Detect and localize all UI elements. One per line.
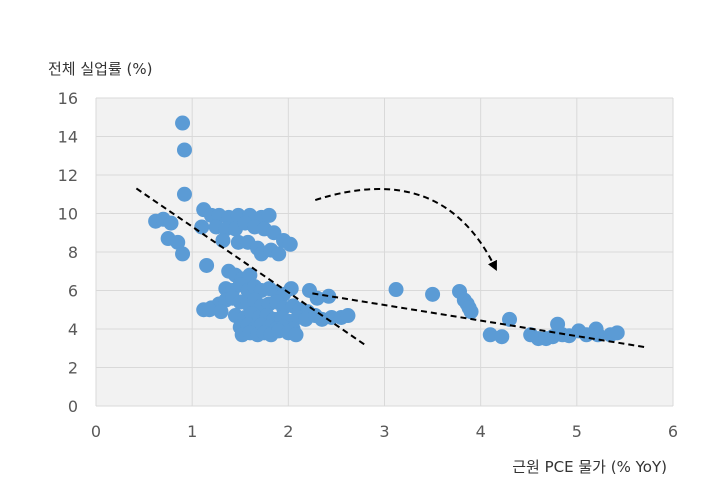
data-point [282, 236, 298, 252]
x-tick-label: 0 [91, 422, 101, 441]
data-point [283, 281, 299, 297]
data-point [194, 219, 210, 235]
data-point [494, 329, 510, 345]
data-point [201, 302, 217, 318]
x-tick-label: 2 [283, 422, 293, 441]
data-point [288, 327, 304, 343]
data-point [176, 186, 192, 202]
data-point [340, 308, 356, 324]
y-tick-label: 2 [68, 359, 78, 378]
data-point [242, 267, 258, 283]
trend-line [135, 187, 368, 348]
data-point [321, 288, 337, 304]
data-point [175, 246, 191, 262]
data-point [176, 142, 192, 158]
x-tick-label: 5 [572, 422, 582, 441]
grid-lines [95, 97, 674, 407]
y-tick-label: 16 [58, 89, 78, 108]
data-point [609, 325, 625, 341]
y-tick-label: 0 [68, 397, 78, 416]
y-axis-title: 전체 실업률 (%) [48, 60, 153, 78]
data-point [425, 286, 441, 302]
data-point [170, 234, 186, 250]
trend-line [312, 292, 647, 349]
x-tick-labels: 0 1 2 3 4 5 6 [91, 422, 678, 441]
y-tick-label: 10 [58, 205, 78, 224]
data-point [163, 215, 179, 231]
y-tick-label: 4 [68, 320, 78, 339]
trend-lines [135, 187, 647, 349]
y-tick-label: 6 [68, 282, 78, 301]
annotation-arrow [314, 188, 497, 271]
x-tick-label: 1 [187, 422, 197, 441]
data-point [271, 246, 287, 262]
arrow-curve [314, 188, 497, 271]
data-point [261, 207, 277, 223]
data-point [482, 327, 498, 343]
x-axis-title: 근원 PCE 물가 (% YoY) [512, 458, 667, 476]
data-point [213, 304, 229, 320]
y-tick-label: 14 [58, 128, 78, 147]
x-tick-label: 6 [668, 422, 678, 441]
data-point [463, 304, 479, 320]
y-tick-label: 12 [58, 166, 78, 185]
data-point [175, 115, 191, 131]
data-points [148, 115, 625, 347]
y-tick-labels: 0 2 4 6 8 10 12 14 16 [58, 89, 78, 416]
data-point [215, 232, 231, 248]
y-tick-label: 8 [68, 243, 78, 262]
x-tick-label: 3 [379, 422, 389, 441]
data-point [388, 282, 404, 298]
data-point [199, 257, 215, 273]
data-point [502, 311, 518, 327]
x-tick-label: 4 [476, 422, 486, 441]
